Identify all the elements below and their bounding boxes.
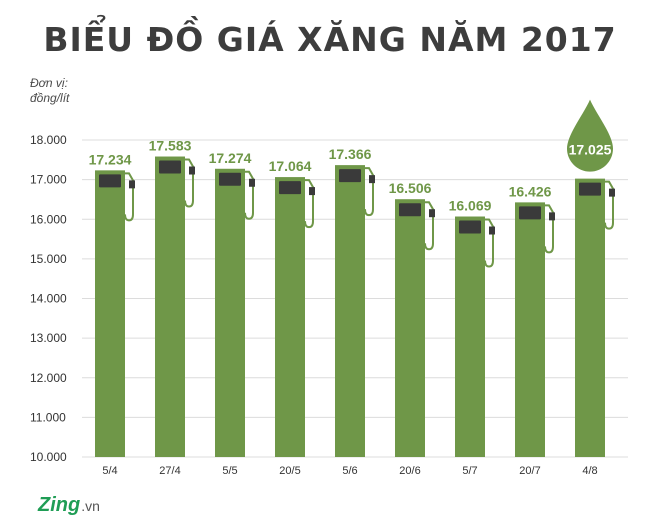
bar-display: [519, 206, 541, 220]
y-tick-label: 13.000: [30, 331, 67, 345]
y-tick-label: 17.000: [30, 173, 67, 187]
chart-title: BIỂU ĐỒ GIÁ XĂNG NĂM 2017: [43, 20, 617, 59]
pump-nozzle-handle: [249, 178, 255, 187]
pump-nozzle-handle: [489, 226, 495, 235]
x-tick-label: 20/7: [519, 465, 540, 477]
pump-nozzle-handle: [129, 180, 135, 189]
data-label: 17.583: [149, 138, 192, 154]
bar: [455, 216, 485, 457]
unit-label: Đơn vị: đồng/lít: [30, 76, 69, 106]
bar-display: [279, 181, 301, 195]
x-tick-label: 5/4: [102, 465, 117, 477]
x-tick-label: 5/6: [342, 465, 357, 477]
x-tick-label: 20/6: [399, 465, 420, 477]
pump-nozzle-handle: [549, 212, 555, 221]
zing-logo[interactable]: Zing .vn: [38, 494, 100, 517]
data-label: 17.366: [329, 146, 372, 162]
data-label: 17.234: [89, 151, 132, 167]
data-label: 16.426: [509, 183, 552, 199]
x-tick-label: 27/4: [159, 465, 180, 477]
bar: [275, 177, 305, 458]
y-tick-label: 10.000: [30, 450, 67, 464]
bar-display: [339, 169, 361, 183]
bar-display: [159, 160, 181, 174]
pump-nozzle-handle: [309, 187, 315, 196]
logo-suffix: .vn: [81, 498, 100, 514]
x-tick-label: 4/8: [582, 465, 597, 477]
data-label: 17.274: [209, 150, 252, 166]
y-tick-label: 18.000: [30, 133, 67, 147]
bar: [515, 202, 545, 457]
bar-display: [459, 220, 481, 234]
data-label: 16.506: [389, 180, 432, 196]
data-label: 17.064: [269, 158, 312, 174]
pump-nozzle: [124, 172, 134, 222]
bar: [575, 178, 605, 457]
unit-line-2: đồng/lít: [30, 91, 70, 105]
pump-nozzle-handle: [189, 166, 195, 175]
pump-nozzle-handle: [369, 175, 375, 184]
pump-nozzle: [544, 204, 554, 254]
bar: [215, 168, 245, 457]
logo-brand: Zing: [38, 494, 81, 516]
pump-nozzle-handle: [609, 188, 615, 197]
highlight-drop: [567, 99, 613, 172]
pump-nozzle: [484, 218, 494, 268]
pump-nozzle: [424, 201, 434, 251]
x-tick-label: 5/5: [222, 465, 237, 477]
y-tick-label: 12.000: [30, 371, 67, 385]
pump-nozzle: [244, 170, 254, 220]
bar: [95, 170, 125, 457]
y-tick-label: 16.000: [30, 212, 67, 226]
unit-line-1: Đơn vị:: [30, 76, 68, 90]
bar: [155, 156, 185, 457]
pump-nozzle: [604, 180, 614, 230]
x-tick-label: 20/5: [279, 465, 300, 477]
pump-nozzle: [364, 167, 374, 217]
bar: [335, 165, 365, 457]
bar-display: [399, 203, 421, 217]
x-tick-label: 5/7: [462, 465, 477, 477]
pump-nozzle: [304, 179, 314, 229]
bar-display: [579, 182, 601, 196]
bar: [395, 199, 425, 457]
data-label: 16.069: [449, 198, 492, 214]
y-tick-label: 14.000: [30, 292, 67, 306]
bar-display: [219, 172, 241, 186]
pump-nozzle-handle: [429, 209, 435, 218]
bar-display: [99, 174, 121, 188]
y-tick-label: 11.000: [30, 410, 66, 424]
y-tick-label: 15.000: [30, 252, 67, 266]
pump-nozzle: [184, 158, 194, 208]
data-label: 17.025: [569, 142, 612, 158]
